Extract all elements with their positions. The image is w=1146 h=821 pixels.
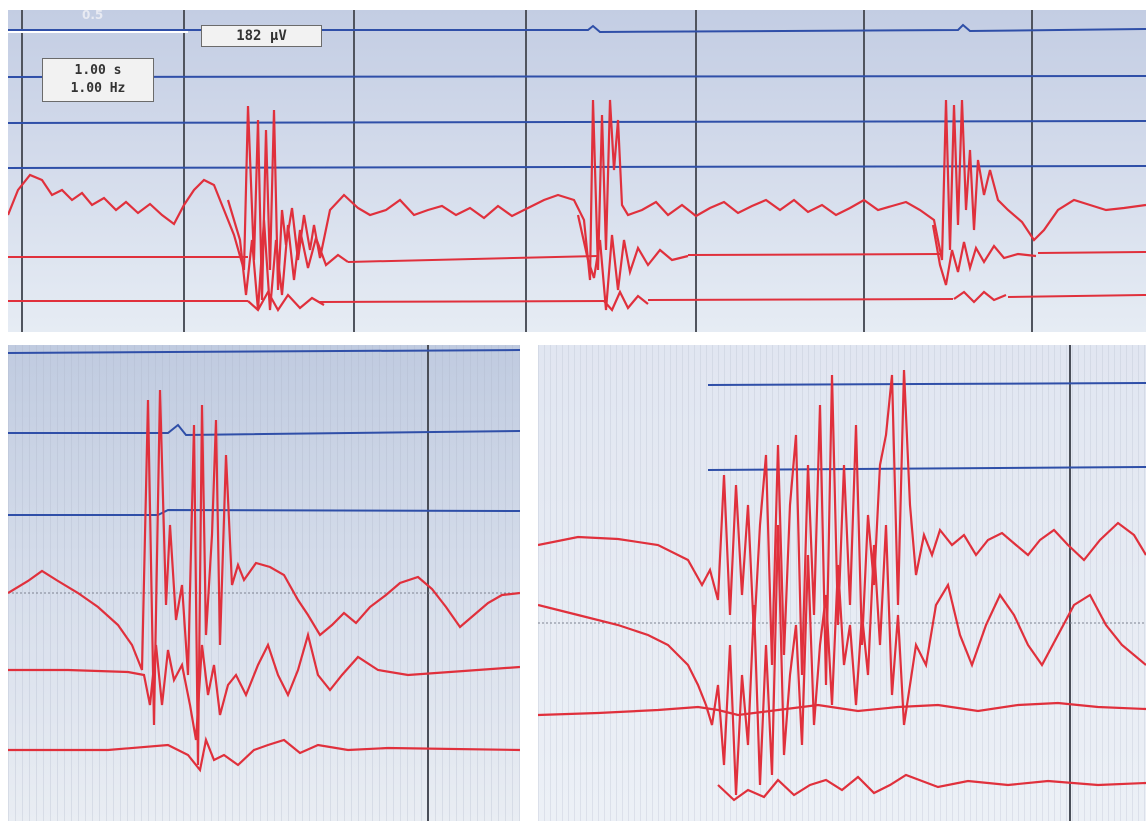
zoom-right-eeg-trace: [538, 369, 1146, 802]
zoom-right-trace-canvas: [538, 345, 1146, 821]
zoom-left-eeg-trace: [8, 389, 520, 773]
overview-red-baselines: [8, 251, 1146, 303]
amplitude-scale-label: 182 µV: [236, 28, 287, 44]
overview-eeg-trace: [8, 99, 1146, 313]
frequency-label: 1.00 Hz: [70, 81, 126, 96]
fine-grid: [538, 345, 1146, 821]
scale-bar: [8, 31, 188, 33]
overview-major-grid: [21, 10, 1033, 332]
gain-label: 0.5: [82, 10, 104, 22]
amplitude-scale-box[interactable]: 182 µV: [201, 25, 322, 47]
fine-grid: [8, 345, 520, 821]
zoom-panel-left: [8, 345, 520, 821]
zoom-panel-right: [538, 345, 1146, 821]
overview-trace-canvas: [8, 10, 1146, 332]
zoom-right-blue-baselines: [707, 382, 1146, 471]
overview-panel: 0.5 182 µV 1.00 s 1.00 Hz: [8, 10, 1146, 332]
overview-blue-baselines: [8, 23, 1146, 169]
time-scale-box[interactable]: 1.00 s 1.00 Hz: [42, 58, 154, 102]
zoom-left-trace-canvas: [8, 345, 520, 821]
time-scale-label: 1.00 s: [74, 63, 122, 78]
